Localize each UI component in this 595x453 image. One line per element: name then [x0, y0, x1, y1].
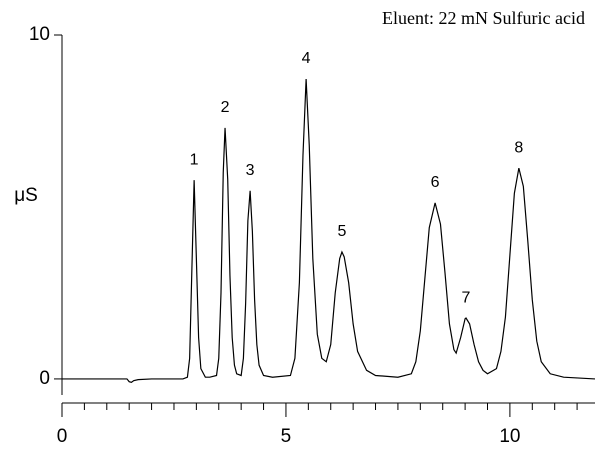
x-tick-label: 10 [499, 426, 520, 447]
peak-label: 2 [221, 99, 230, 116]
x-tick-label: 5 [281, 426, 292, 447]
peak-label: 1 [190, 151, 199, 168]
y-tick-label: 10 [29, 24, 50, 45]
y-tick-label: 0 [39, 368, 50, 389]
peak-label: 8 [514, 139, 523, 156]
peak-label: 3 [246, 162, 255, 179]
y-axis-label: μS [14, 185, 38, 206]
x-tick-label: 0 [57, 426, 68, 447]
chromatogram-line [62, 78, 595, 384]
peak-label: 4 [302, 50, 311, 67]
peak-label: 5 [337, 223, 346, 240]
peak-label: 6 [431, 174, 440, 191]
peak-label: 7 [462, 289, 471, 306]
annotation: Eluent: 22 mN Sulfuric acid [382, 8, 585, 28]
